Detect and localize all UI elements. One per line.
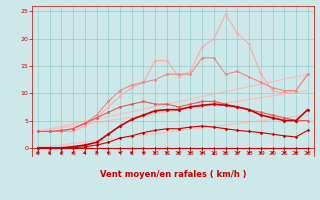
X-axis label: Vent moyen/en rafales ( km/h ): Vent moyen/en rafales ( km/h ) <box>100 170 246 179</box>
